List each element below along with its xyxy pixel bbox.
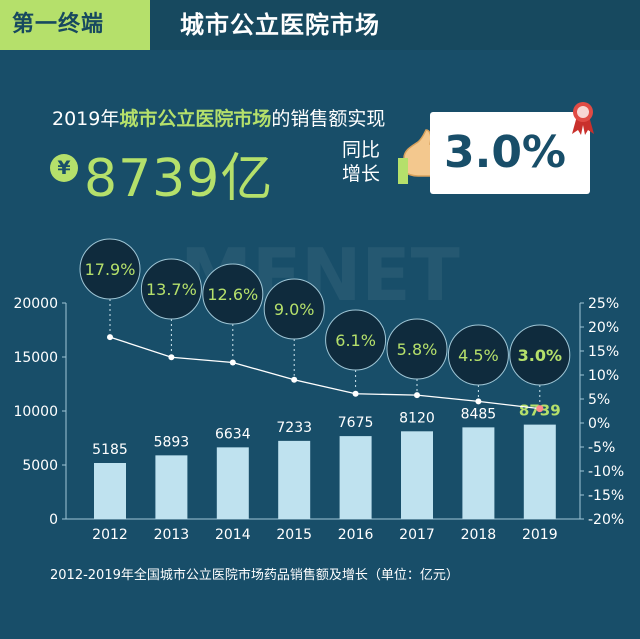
growth-label: 13.7% (146, 280, 197, 299)
award-ribbon-icon (572, 102, 594, 135)
summary-prefix: 2019年 (52, 108, 120, 130)
page-title: 城市公立医院市场 (180, 11, 380, 39)
growth-bubble (202, 263, 264, 325)
growth-label: 12.6% (207, 285, 258, 304)
x-tick-label: 2016 (338, 527, 374, 543)
growth-point (229, 359, 236, 366)
yoy-label: 同比增长 (342, 139, 381, 185)
bar (462, 427, 495, 519)
growth-bubble (447, 324, 509, 386)
y-right-tick-label: 20% (588, 320, 619, 336)
y-left-tick-label: 15000 (13, 350, 58, 366)
growth-bubble (263, 278, 325, 340)
y-right-tick-label: 5% (588, 392, 610, 408)
summary-highlight: 城市公立医院市场 (119, 108, 272, 130)
x-tick-label: 2017 (399, 527, 435, 543)
growth-label: 17.9% (85, 260, 136, 279)
y-right-tick-label: -5% (588, 440, 615, 456)
growth-value: 3.0% (443, 127, 567, 178)
y-right-tick-label: -15% (588, 488, 624, 504)
growth-point (414, 392, 420, 399)
summary-suffix: 的销售额实现 (271, 108, 386, 130)
growth-label: 4.5% (458, 346, 499, 365)
growth-point (107, 334, 113, 341)
x-tick-label: 2018 (461, 527, 497, 543)
bar (216, 447, 249, 519)
section-tag: 第一终端 (0, 0, 150, 50)
bar (94, 463, 126, 519)
y-right-tick-label: 15% (588, 344, 619, 360)
y-right-tick-label: 0% (588, 416, 610, 432)
growth-label: 5.8% (397, 340, 438, 359)
y-right-tick-label: 10% (588, 368, 619, 384)
yuan-icon: ¥ (50, 153, 78, 182)
bar-value-label: 5893 (154, 434, 190, 450)
x-tick-label: 2019 (522, 527, 558, 543)
x-tick-label: 2013 (154, 527, 190, 543)
growth-card: 3.0% (430, 112, 590, 194)
growth-bubble (509, 324, 571, 386)
bar-value-label: 8120 (399, 410, 435, 426)
y-right-tick-label: -20% (588, 512, 624, 528)
y-left-tick-label: 20000 (13, 296, 58, 312)
bar-value-label: 7675 (338, 415, 374, 431)
bar-value-label: 7233 (276, 420, 312, 436)
growth-label: 6.1% (335, 331, 376, 350)
bar (155, 455, 188, 519)
y-right-tick-label: 25% (588, 296, 619, 312)
x-tick-label: 2014 (215, 527, 251, 543)
growth-label: 3.0% (518, 346, 562, 365)
y-left-tick-label: 10000 (13, 404, 58, 420)
growth-point (475, 398, 482, 405)
growth-bubble (79, 238, 141, 300)
growth-point (168, 354, 175, 361)
bar-value-label: 6634 (215, 426, 251, 442)
bar-value-label: 8485 (461, 406, 497, 422)
bar-value-label: 5185 (92, 442, 128, 458)
y-right-tick-label: -10% (588, 464, 624, 480)
sales-value: ¥8739亿 (50, 136, 273, 209)
growth-bubble (140, 258, 202, 320)
x-tick-label: 2015 (276, 527, 312, 543)
chart-caption: 2012-2019年全国城市公立医院市场药品销售额及增长（单位：亿元） (50, 568, 459, 583)
growth-point (352, 390, 359, 397)
growth-bubble (386, 318, 448, 380)
y-left-tick-label: 5000 (22, 458, 58, 474)
growth-line (109, 336, 540, 410)
sales-amount: 8739亿 (84, 149, 274, 209)
growth-point (536, 405, 544, 413)
bar (278, 440, 311, 519)
x-tick-label: 2012 (92, 527, 128, 543)
summary-line: 2019年城市公立医院市场的销售额实现 (52, 104, 385, 134)
bar (401, 431, 433, 519)
y-left-tick-label: 0 (49, 512, 58, 528)
bar (339, 436, 372, 519)
header: 第一终端 城市公立医院市场 (0, 0, 640, 50)
sales-chart: MENET05000100001500020000-20%-15%-10%-5%… (13, 233, 624, 543)
bar (523, 424, 556, 519)
growth-bubble (325, 309, 387, 371)
growth-label: 9.0% (274, 300, 315, 319)
growth-point (291, 376, 298, 383)
